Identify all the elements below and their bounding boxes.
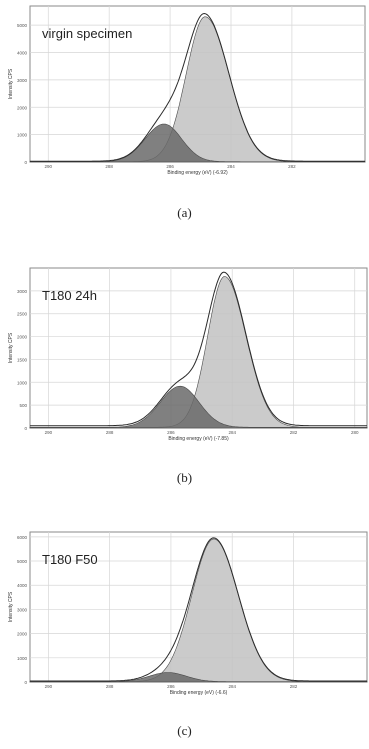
y-axis-label-a: Intensity CPS [8,68,14,99]
x-tick-label-b: 288 [106,430,114,435]
y-tick-label-c: 4000 [17,583,28,588]
xps-spectrum-chart-b: 0 500 1000 1500 2000 2500 3000 290 288 286 284 282 2… [8,267,368,442]
y-tick-label-b: 0 [24,426,27,431]
x-tick-label-a: 284 [227,164,235,169]
y-tick-label-b: 1000 [17,380,28,385]
y-tick-label-a: 2000 [17,105,28,110]
spectrum-envelope-b [30,271,367,427]
y-tick-label-b: 3000 [17,289,28,294]
y-axis-label-b: Intensity CPS [8,332,14,363]
y-tick-label-a: 4000 [17,51,28,56]
y-tick-label-a: 1000 [17,133,28,138]
figure-caption-b: (b) [176,470,193,485]
chart-panel-c: 0 1000 2000 3000 4000 5000 6000 290 288 286 284 282… [0,520,369,749]
y-tick-label-c: 0 [24,680,27,685]
y-tick-label-b: 1500 [17,357,28,362]
x-tick-label-a: 290 [45,164,53,169]
x-axis-label-c: Binding energy (eV) (-6.6) [170,690,228,696]
y-tick-label-c: 3000 [17,607,28,612]
spectrum-envelope-a [30,12,365,162]
x-tick-label-c: 282 [290,684,298,689]
x-tick-label-a: 282 [288,164,296,169]
x-axis-label-b: Binding energy (eV) (-7.85) [168,436,229,442]
component-peak-b-2 [29,385,368,429]
panel-label-c: T180 F50 [42,552,98,567]
y-tick-label-c: 5000 [17,559,28,564]
x-tick-label-b: 280 [351,430,359,435]
y-tick-label-a: 0 [24,160,27,165]
y-tick-label-c: 1000 [17,656,28,661]
y-tick-label-a: 3000 [17,78,28,83]
spectrum-envelope-c [30,537,367,682]
figure-caption-c: (c) [177,723,192,738]
y-tick-label-b: 500 [19,403,27,408]
panel-label-a: virgin specimen [42,26,132,41]
chart-panel-a: 0 1000 2000 3000 4000 5000 290 288 286 284 282 virg… [0,0,369,230]
x-tick-label-b: 282 [290,430,298,435]
x-tick-label-c: 286 [167,684,175,689]
x-tick-label-b: 290 [45,430,53,435]
xps-spectrum-chart-c: 0 1000 2000 3000 4000 5000 6000 290 288 286 284 282… [8,531,368,696]
panel-label-b: T180 24h [42,288,97,303]
x-tick-label-c: 284 [228,684,236,689]
x-tick-label-a: 288 [105,164,113,169]
x-tick-label-c: 288 [106,684,114,689]
y-tick-label-c: 6000 [17,535,28,540]
chart-panel-b: 0 500 1000 1500 2000 2500 3000 290 288 286 284 282 2… [0,258,369,488]
figure-caption-a: (a) [177,205,192,220]
y-axis-label-c: Intensity CPS [8,591,14,622]
component-peak-c-2 [29,672,368,683]
x-tick-label-b: 286 [167,430,175,435]
y-tick-label-b: 2500 [17,312,28,317]
x-tick-label-b: 284 [228,430,236,435]
x-tick-label-c: 290 [45,684,53,689]
y-tick-label-b: 2000 [17,335,28,340]
y-tick-label-a: 5000 [17,23,28,28]
x-tick-label-a: 286 [166,164,174,169]
y-tick-label-c: 2000 [17,632,28,637]
xps-spectrum-chart-a: 0 1000 2000 3000 4000 5000 290 288 286 284 282 virg… [8,5,366,176]
x-axis-label-a: Binding energy (eV) (-6.92) [167,170,228,176]
